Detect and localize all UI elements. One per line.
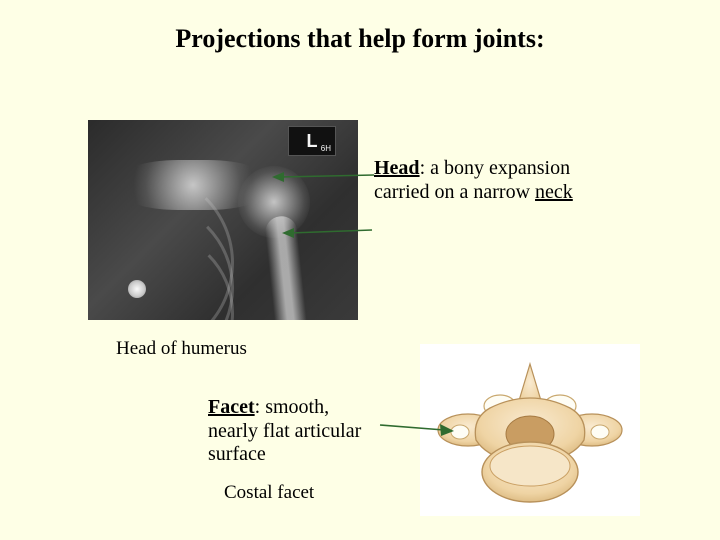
slide-title: Projections that help form joints: xyxy=(0,24,720,54)
definition-head: Head: a bony expansion carried on a narr… xyxy=(374,156,594,204)
xray-humerus-image: L 6H xyxy=(88,120,358,320)
term-facet: Facet xyxy=(208,396,255,418)
term-head: Head xyxy=(374,157,420,179)
term-neck: neck xyxy=(535,181,573,203)
xray-side-marker: L 6H xyxy=(288,126,336,156)
xray-marker-letter: L xyxy=(307,131,318,152)
vertebra-image xyxy=(420,344,640,516)
definition-facet: Facet: smooth, nearly flat articular sur… xyxy=(208,396,383,467)
vertebra-svg xyxy=(420,344,640,516)
caption-head-of-humerus: Head of humerus xyxy=(116,338,247,360)
xray-marker-sub: 6H xyxy=(321,144,331,153)
caption-costal-facet: Costal facet xyxy=(224,482,314,504)
